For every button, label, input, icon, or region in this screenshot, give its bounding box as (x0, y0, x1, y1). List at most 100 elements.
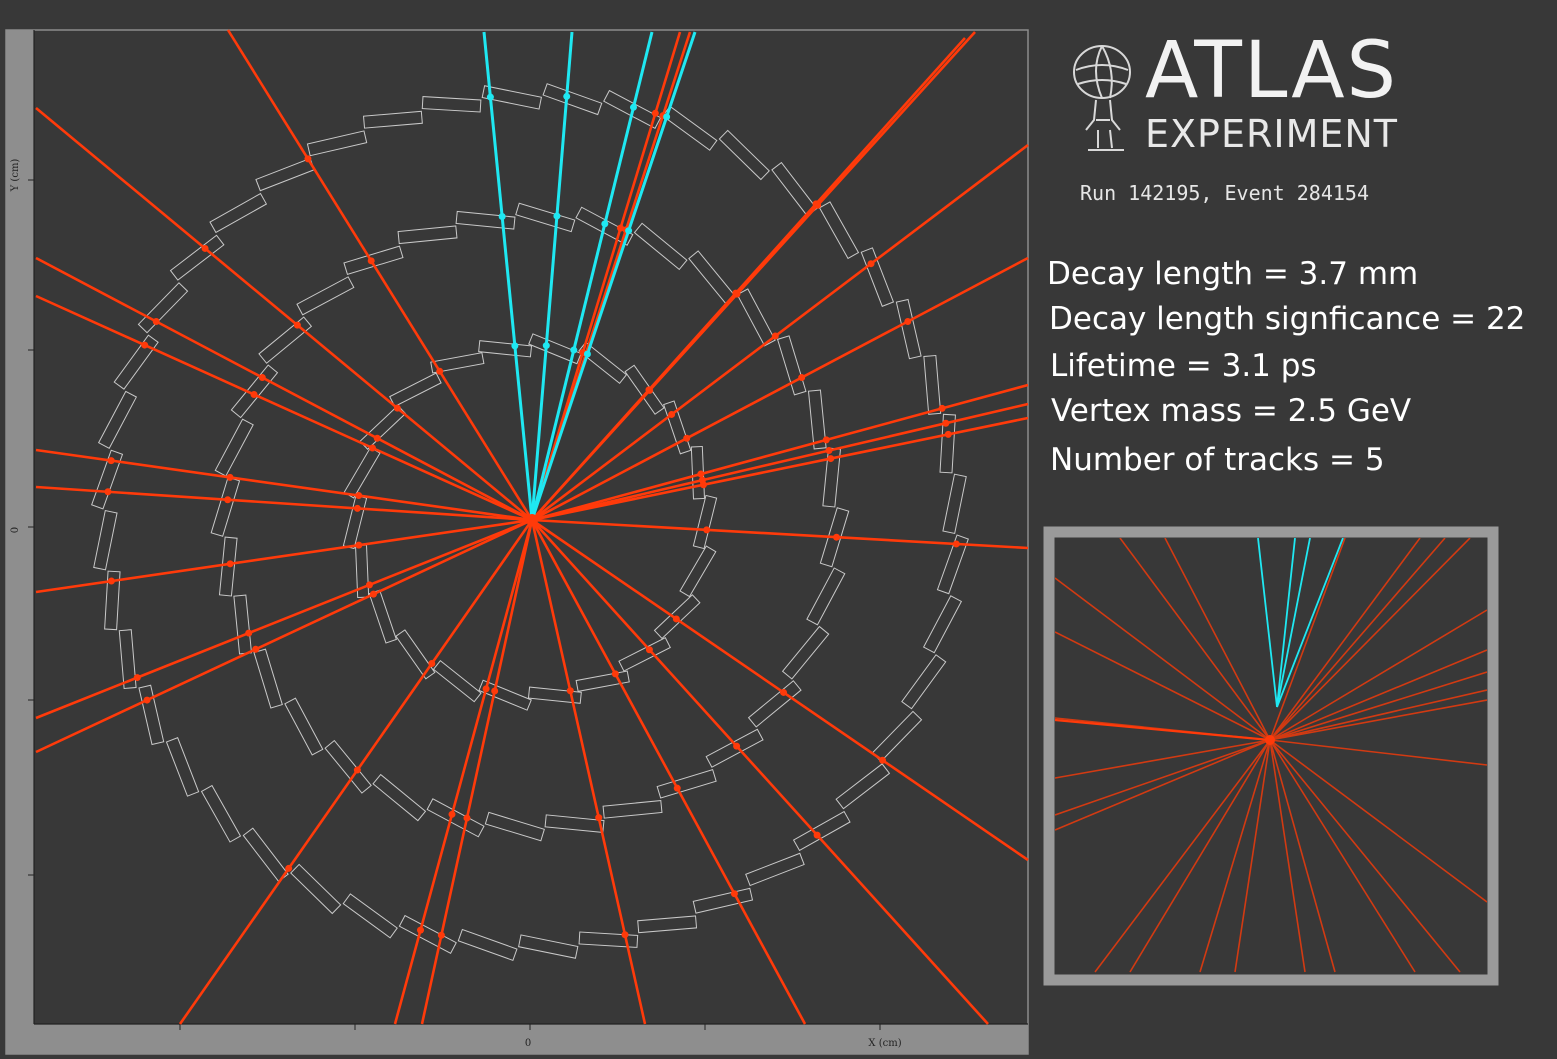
detector-module (835, 763, 891, 810)
red-track (531, 519, 989, 1025)
track-hit (621, 931, 629, 939)
detector-module (781, 625, 830, 680)
detector-module (362, 110, 423, 129)
track-hit (226, 560, 234, 568)
track-hit (625, 227, 633, 235)
inset-red-track (1269, 538, 1421, 741)
info-vertex-mass: Vertex mass = 2.5 GeV (1051, 393, 1412, 429)
track-hit (245, 629, 253, 637)
track-hit (491, 687, 499, 695)
red-track (531, 37, 966, 521)
track-hit (428, 659, 436, 667)
track-hit (668, 410, 676, 418)
track-hit (258, 374, 266, 382)
detector-module (91, 449, 124, 510)
track-hits (104, 92, 960, 939)
track-hit (952, 540, 960, 548)
red-track (35, 256, 533, 522)
red-track (393, 519, 534, 1025)
detector-module (692, 887, 754, 914)
track-hit (304, 155, 312, 163)
track-hit (601, 220, 609, 228)
red-track (35, 106, 533, 522)
vertex-zoom-inset (1055, 538, 1487, 973)
track-hit (355, 541, 363, 549)
cyan-track (530, 31, 574, 521)
track-hit (730, 890, 738, 898)
detector-module (342, 893, 398, 939)
track-hit (353, 504, 361, 512)
track-hit (812, 200, 820, 208)
track-hit (152, 317, 160, 325)
detector-module (936, 534, 969, 595)
red-track (531, 256, 1029, 522)
detector-module (398, 914, 457, 955)
track-hit (672, 615, 680, 623)
red-track (530, 519, 807, 1025)
inset-cyan-track (1276, 538, 1311, 708)
detector-module (397, 225, 458, 245)
track-hit (942, 419, 950, 427)
inset-red-track (1269, 739, 1336, 973)
detector-module (692, 494, 718, 550)
detector-module (430, 352, 485, 374)
track-hit (570, 346, 578, 354)
detector-module (104, 570, 121, 631)
atlas-subtitle: EXPERIMENT (1145, 112, 1399, 156)
track-hit (629, 103, 637, 111)
inset-red-track (1164, 538, 1271, 741)
red-track (35, 518, 533, 720)
detector-module (455, 210, 516, 230)
detector-module (633, 222, 688, 271)
track-hit (417, 926, 425, 934)
inset-red-track (1055, 631, 1271, 741)
track-hit (252, 645, 260, 653)
detector-module (895, 298, 922, 360)
track-hit (133, 674, 141, 682)
inset-red-track (1269, 699, 1487, 741)
inset-red-track (1269, 739, 1306, 973)
track-hit (867, 260, 875, 268)
track-hit (201, 244, 209, 252)
detector-module (922, 595, 963, 654)
track-hit (827, 455, 835, 463)
cyan-track (530, 31, 697, 521)
track-hit (771, 332, 779, 340)
detector-module (97, 390, 138, 449)
detector-module (656, 769, 717, 799)
detector-module (138, 684, 165, 746)
inset-cyan-track (1257, 538, 1278, 708)
track-hit (365, 581, 373, 589)
track-hit (645, 646, 653, 654)
detector-module (200, 784, 242, 843)
detector-module (745, 852, 805, 887)
track-hit (542, 342, 550, 350)
detector-module (747, 680, 802, 728)
detector-module (426, 798, 485, 838)
red-track (530, 519, 647, 1025)
track-hit (463, 814, 471, 822)
inset-red-track (1055, 739, 1271, 779)
track-hit (143, 696, 151, 704)
track-hit (285, 864, 293, 872)
track-hit (825, 447, 833, 455)
track-hit (703, 526, 711, 534)
inset-primary-vertex (1265, 735, 1275, 745)
red-track (35, 518, 533, 754)
detector-module (209, 192, 268, 234)
detector-module (214, 418, 254, 477)
cyan-track (482, 31, 534, 521)
inset-red-track (1269, 538, 1346, 741)
inset-red-track (1269, 538, 1471, 741)
info-decay-length: Decay length = 3.7 mm (1047, 256, 1419, 292)
track-hit (904, 317, 912, 325)
track-hit (448, 810, 456, 818)
inset-red-track (1094, 739, 1271, 973)
track-hit (436, 367, 444, 375)
red-track (531, 518, 1029, 862)
y-zero-label: 0 (10, 527, 21, 533)
track-hit (611, 670, 619, 678)
track-hit (293, 321, 301, 329)
track-hit (393, 404, 401, 412)
detector-module (165, 737, 200, 797)
